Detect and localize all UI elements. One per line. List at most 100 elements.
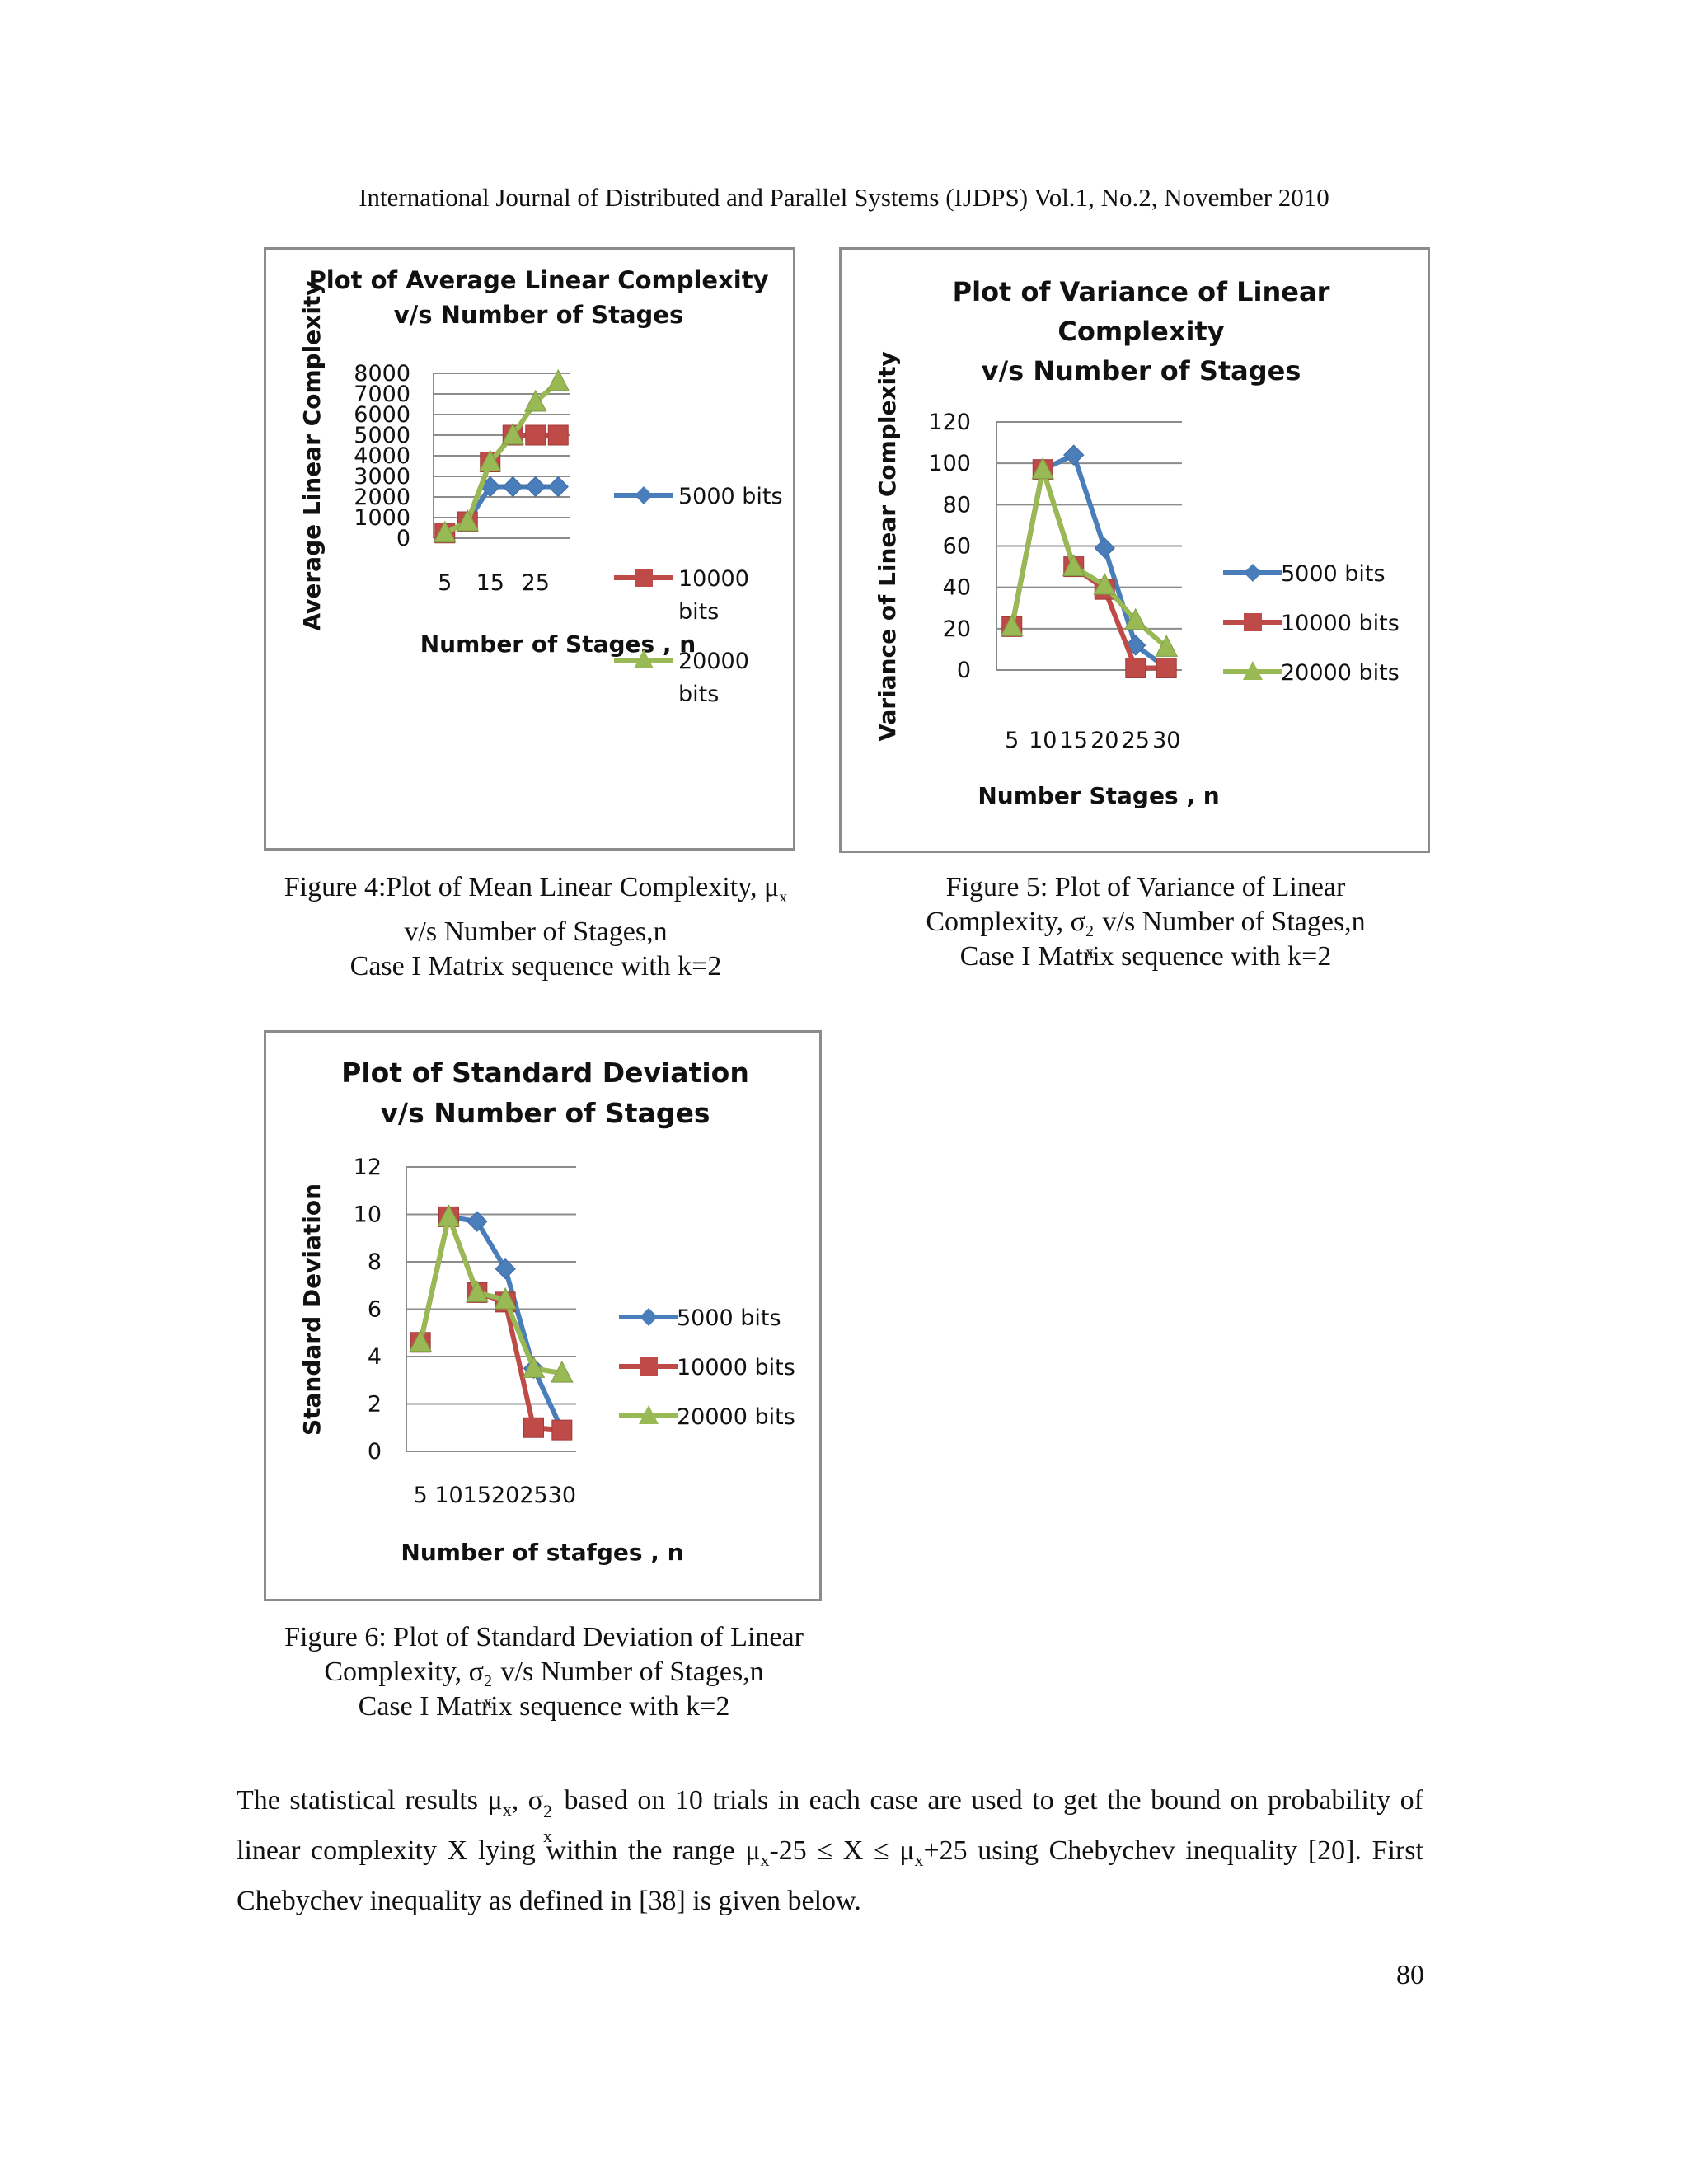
caption-sub: x: [779, 888, 788, 907]
series-line-2: [418, 1214, 563, 1376]
caption-sub: x: [1085, 944, 1094, 962]
legend-marker: [635, 486, 653, 504]
chart-title-line: Plot of Standard Deviation: [341, 1057, 749, 1089]
chart-title-line: Plot of Average Linear Complexity: [309, 266, 769, 294]
x-axis-label: Number of stafges , n: [401, 1539, 683, 1566]
y-axis-label: Variance of Linear Complexity: [874, 351, 901, 741]
x-axis-label: Number Stages , n: [978, 782, 1219, 809]
figure-5-caption: Figure 5: Plot of Variance of Linear Com…: [857, 870, 1434, 974]
data-point: [1063, 444, 1085, 466]
y-tick-label: 4000: [354, 443, 410, 469]
data-point: [522, 1356, 546, 1378]
x-tick-label: 20: [1090, 728, 1118, 753]
caption-line: Figure 4:Plot of Mean Linear Complexity,…: [284, 872, 780, 902]
data-point: [502, 476, 523, 498]
y-tick-label: 6: [368, 1297, 382, 1323]
y-tick-label: 20: [943, 616, 971, 642]
data-point: [1155, 635, 1179, 657]
legend-label: 10000 bits: [677, 1355, 795, 1380]
x-tick-label: 25: [522, 570, 550, 596]
caption-line: Case I Matrix sequence with k=2: [358, 1691, 730, 1722]
data-point: [547, 476, 569, 498]
y-tick-label: 1000: [354, 505, 410, 531]
y-axis-label: Average Linear Complexity: [298, 280, 326, 630]
data-point: [1031, 457, 1055, 480]
data-point: [501, 422, 525, 445]
chart-average-linear-complexity: Plot of Average Linear Complexity v/s Num…: [264, 247, 795, 851]
legend-label: 5000 bits: [677, 1305, 781, 1331]
caption-sup: 2: [1085, 922, 1094, 940]
y-tick-label: 60: [943, 534, 971, 560]
data-point: [494, 1286, 517, 1310]
x-tick-label: 5: [414, 1483, 428, 1508]
data-point: [466, 1280, 489, 1302]
data-point: [456, 509, 480, 532]
data-point: [551, 1419, 573, 1441]
data-point: [433, 520, 457, 543]
y-tick-label: 5000: [354, 423, 410, 448]
text-sub: x: [543, 1825, 552, 1846]
legend-label: 10000 bits: [1281, 611, 1400, 636]
legend-label: bits: [678, 599, 719, 625]
y-tick-label: 8: [368, 1249, 382, 1275]
x-tick-label: 5: [1005, 728, 1019, 753]
chart-svg: Plot of Variance of Linear Complexity v/s …: [874, 276, 1400, 809]
data-point: [547, 424, 569, 446]
chart-title-line: Complexity: [1057, 316, 1224, 347]
legend-marker: [639, 1405, 659, 1424]
legend-marker: [634, 649, 654, 668]
data-point: [1000, 614, 1024, 636]
legend-marker: [635, 569, 653, 587]
data-point: [1094, 537, 1115, 559]
legend-marker: [1244, 613, 1262, 631]
y-tick-label: 6000: [354, 402, 410, 428]
data-point: [523, 389, 547, 412]
data-point: [1125, 657, 1146, 678]
text-run: The statistical results μ: [237, 1785, 503, 1816]
text-run: -25 ≤ X ≤ μ: [769, 1835, 915, 1866]
caption-sup: 2: [484, 1672, 492, 1690]
x-tick-label: 10: [434, 1483, 462, 1508]
caption-line: v/s Number of Stages,n: [404, 916, 668, 947]
caption-line: Case I Matrix sequence with k=2: [349, 950, 722, 982]
x-tick-label: 20: [491, 1483, 519, 1508]
y-tick-label: 0: [368, 1439, 382, 1465]
y-tick-label: 0: [957, 658, 971, 683]
x-tick-label: 10: [1029, 728, 1057, 753]
x-tick-label: 30: [548, 1483, 576, 1508]
y-tick-label: 4: [368, 1344, 382, 1370]
chart-svg: Plot of Average Linear Complexity v/s Num…: [298, 266, 783, 707]
caption-line: v/s Number of Stages,n: [494, 1657, 764, 1687]
legend-marker: [640, 1357, 658, 1376]
data-point: [478, 449, 502, 471]
caption-sub: x: [484, 1694, 492, 1712]
data-point: [495, 1258, 516, 1280]
legend-label: bits: [678, 682, 719, 707]
legend-marker: [1244, 564, 1262, 582]
legend-label: 5000 bits: [678, 484, 783, 509]
x-tick-label: 30: [1152, 728, 1180, 753]
data-point: [409, 1329, 432, 1352]
x-tick-label: 15: [476, 570, 504, 596]
caption-line: Case I Matrix sequence with k=2: [959, 941, 1332, 972]
caption-line: Figure 5: Plot of Variance of Linear: [945, 872, 1346, 902]
data-point: [525, 476, 546, 498]
y-tick-label: 0: [396, 526, 410, 551]
figure-6-caption: Figure 6: Plot of Standard Deviation of …: [247, 1620, 841, 1724]
text-sub: x: [760, 1849, 770, 1870]
page-number: 80: [1396, 1960, 1424, 1990]
chart-title-line: v/s Number of Stages: [381, 1097, 710, 1129]
y-tick-label: 7000: [354, 382, 410, 407]
data-point: [1093, 573, 1117, 595]
text-run: +25 using Chebychev inequality [20]. Fir…: [237, 1835, 1423, 1916]
caption-line: Figure 6: Plot of Standard Deviation of …: [284, 1622, 804, 1652]
data-point: [1062, 554, 1085, 577]
chart-standard-deviation: Plot of Standard Deviation v/s Number of …: [264, 1030, 822, 1601]
y-tick-label: 8000: [354, 361, 410, 387]
y-tick-label: 3000: [354, 464, 410, 490]
y-tick-label: 2: [368, 1392, 382, 1418]
y-axis-label: Standard Deviation: [298, 1183, 326, 1436]
legend-label: 5000 bits: [1281, 561, 1386, 587]
legend-label: 20000 bits: [677, 1404, 795, 1430]
